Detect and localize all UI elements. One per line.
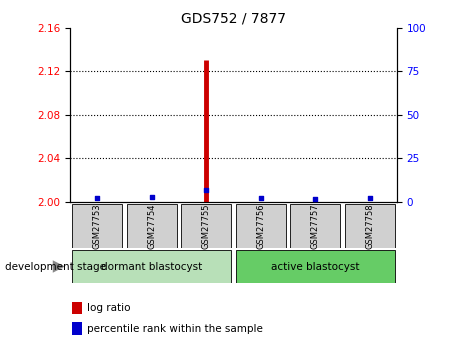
Bar [235,250,395,283]
Bar [181,204,231,248]
Text: GSM27754: GSM27754 [147,203,156,249]
Point [148,195,155,200]
Point [257,196,264,201]
Point [202,187,210,193]
Bar [72,204,122,248]
Text: log ratio: log ratio [87,303,131,313]
Text: development stage: development stage [5,262,106,272]
Bar [290,204,340,248]
Text: GSM27755: GSM27755 [202,203,211,249]
Text: active blastocyst: active blastocyst [271,262,359,272]
Bar [345,204,395,248]
Text: GSM27757: GSM27757 [311,203,320,249]
Bar [235,204,286,248]
Text: dormant blastocyst: dormant blastocyst [101,262,202,272]
Bar [72,322,83,335]
Text: percentile rank within the sample: percentile rank within the sample [87,324,263,334]
Text: GSM27756: GSM27756 [256,203,265,249]
Text: GSM27758: GSM27758 [365,203,374,249]
Bar [72,302,83,314]
Title: GDS752 / 7877: GDS752 / 7877 [181,11,286,25]
Point [93,196,101,201]
Bar [72,250,231,283]
Text: GSM27753: GSM27753 [92,203,101,249]
Point [366,196,373,201]
Bar [127,204,177,248]
Point [312,196,319,202]
